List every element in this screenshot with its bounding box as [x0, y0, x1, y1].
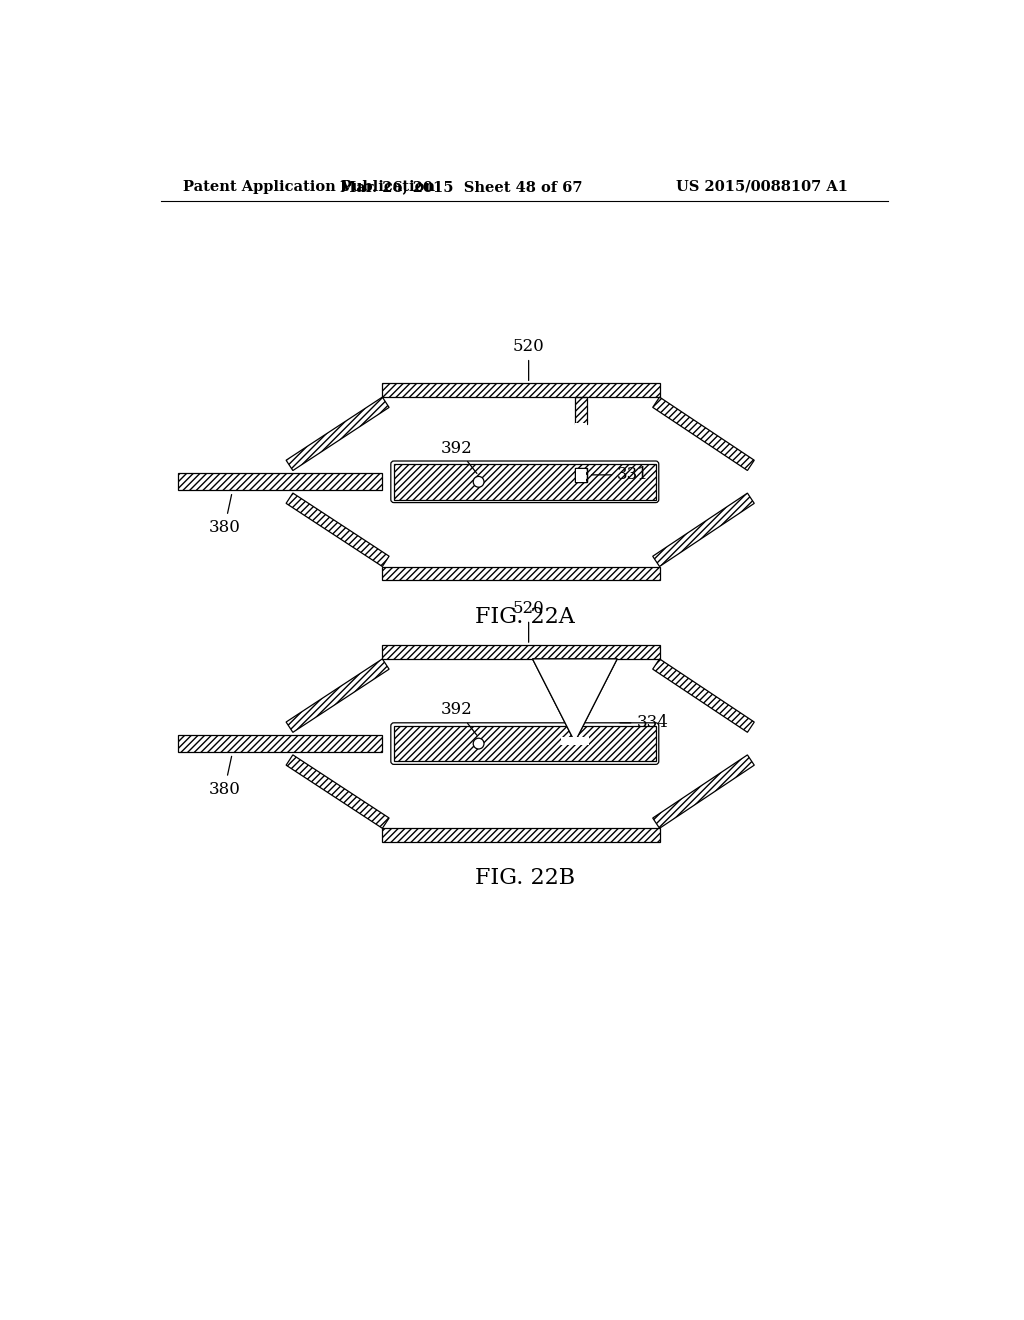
Bar [178, 735, 382, 752]
Bar [575, 469, 587, 482]
Text: FIG. 22B: FIG. 22B [475, 867, 574, 890]
Text: 380: 380 [209, 756, 241, 797]
Circle shape [473, 738, 484, 748]
Bar [561, 738, 589, 744]
Text: 334: 334 [620, 714, 669, 731]
Text: 331: 331 [592, 466, 649, 483]
Bar [394, 726, 655, 762]
Text: US 2015/0088107 A1: US 2015/0088107 A1 [676, 180, 848, 194]
Text: 392: 392 [441, 440, 477, 474]
Bar [574, 397, 587, 424]
Bar [574, 469, 587, 482]
Bar [394, 465, 655, 499]
Bar [574, 469, 587, 482]
Bar [574, 422, 587, 428]
Bar [178, 474, 382, 490]
Circle shape [473, 477, 484, 487]
Text: FIG. 22A: FIG. 22A [475, 606, 574, 627]
Text: 520: 520 [513, 338, 545, 380]
Text: 392: 392 [441, 701, 477, 735]
Text: 380: 380 [209, 495, 241, 536]
Text: 520: 520 [513, 599, 545, 643]
Text: Patent Application Publication: Patent Application Publication [183, 180, 435, 194]
Text: Mar. 26, 2015  Sheet 48 of 67: Mar. 26, 2015 Sheet 48 of 67 [340, 180, 583, 194]
Polygon shape [532, 659, 617, 742]
